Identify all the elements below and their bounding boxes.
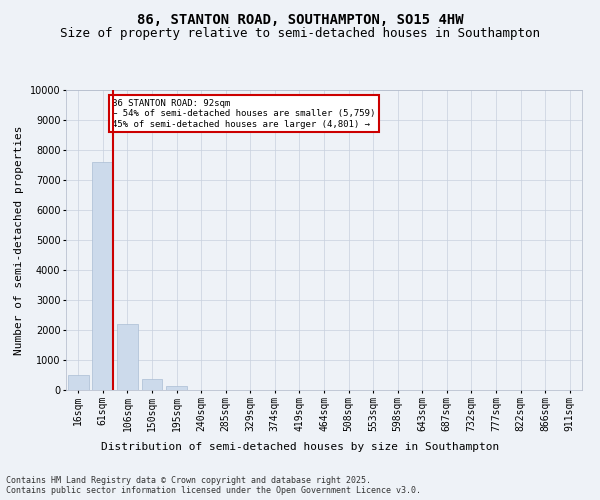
Text: 86, STANTON ROAD, SOUTHAMPTON, SO15 4HW: 86, STANTON ROAD, SOUTHAMPTON, SO15 4HW <box>137 12 463 26</box>
Bar <box>117 324 138 390</box>
Text: Size of property relative to semi-detached houses in Southampton: Size of property relative to semi-detach… <box>60 28 540 40</box>
Text: Distribution of semi-detached houses by size in Southampton: Distribution of semi-detached houses by … <box>101 442 499 452</box>
Bar <box>68 375 89 390</box>
Bar <box>166 386 187 390</box>
Bar <box>142 378 163 390</box>
Bar <box>92 162 113 390</box>
Text: 86 STANTON ROAD: 92sqm
← 54% of semi-detached houses are smaller (5,759)
45% of : 86 STANTON ROAD: 92sqm ← 54% of semi-det… <box>112 99 376 129</box>
Text: Contains HM Land Registry data © Crown copyright and database right 2025.
Contai: Contains HM Land Registry data © Crown c… <box>6 476 421 495</box>
Y-axis label: Number of semi-detached properties: Number of semi-detached properties <box>14 125 24 355</box>
